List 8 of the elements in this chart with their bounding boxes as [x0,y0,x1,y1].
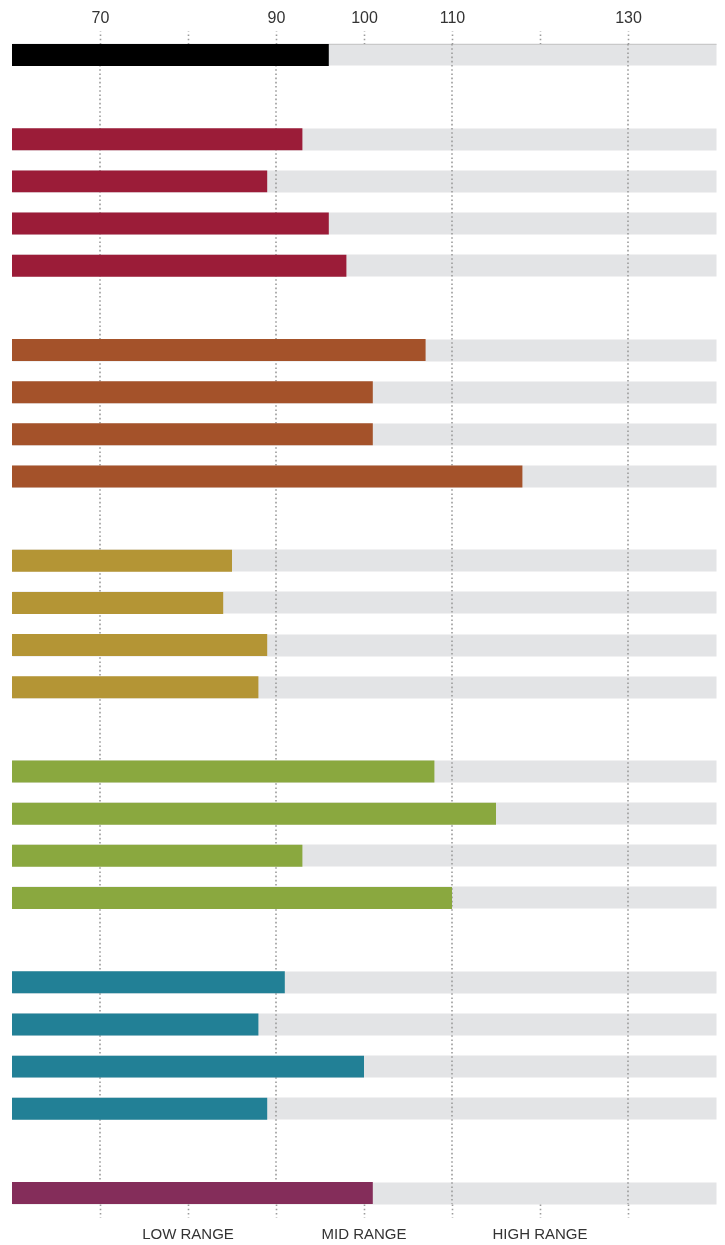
text: LOW RANGE [142,1225,234,1242]
x-tick-label: 100 [351,8,378,26]
x-tick-label: 130 [615,8,642,26]
text: MID RANGE [321,1225,407,1242]
text: HIGH RANGE [492,1225,588,1242]
x-tick-label: 70 [91,8,110,26]
x-tick-label: 90 [267,8,286,26]
x-tick-label: 110 [439,8,466,26]
